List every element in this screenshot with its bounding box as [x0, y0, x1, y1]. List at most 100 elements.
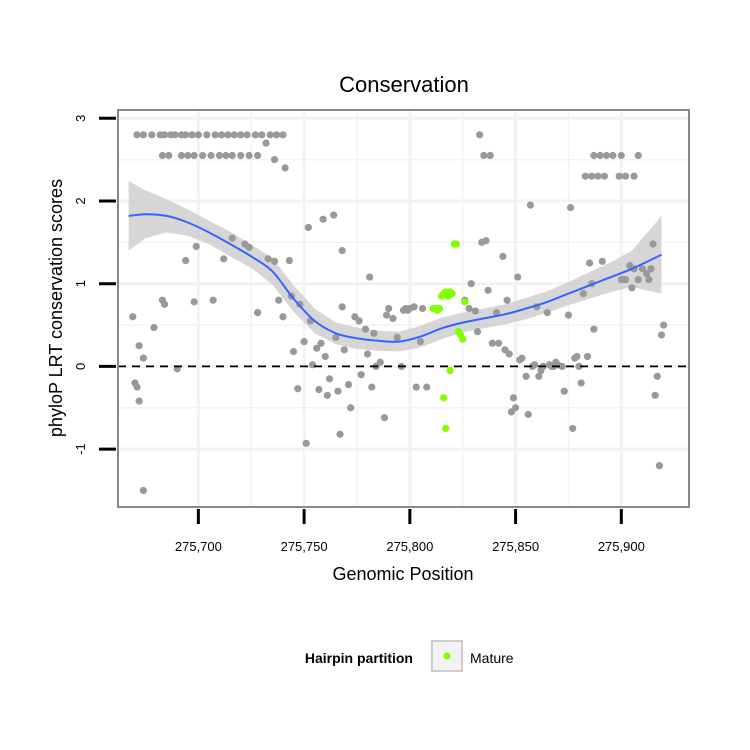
data-point	[418, 304, 427, 313]
data-point	[467, 280, 475, 288]
data-point	[645, 275, 653, 284]
data-point	[564, 311, 573, 319]
data-point	[647, 265, 655, 273]
data-point	[657, 331, 666, 339]
data-point	[158, 151, 167, 160]
y-tick-label: 0	[73, 363, 88, 370]
data-point	[569, 424, 577, 433]
mature-point	[440, 394, 448, 402]
data-point	[184, 151, 192, 160]
data-point	[628, 284, 636, 292]
data-point	[207, 151, 215, 160]
data-point	[573, 352, 581, 361]
data-point	[243, 131, 251, 139]
data-point	[588, 172, 596, 180]
data-point	[389, 314, 397, 323]
data-point	[190, 151, 198, 160]
data-point	[302, 439, 310, 447]
data-point	[171, 131, 179, 139]
data-point	[133, 131, 141, 139]
data-point	[615, 172, 623, 180]
data-point	[129, 313, 137, 321]
data-point	[253, 309, 262, 317]
data-point	[251, 131, 260, 139]
mature-point	[452, 240, 460, 248]
data-point	[499, 252, 507, 260]
data-point	[330, 211, 338, 219]
data-point	[423, 383, 431, 391]
data-point	[315, 385, 323, 394]
data-point	[590, 325, 598, 333]
data-point	[317, 339, 325, 347]
y-tick-label: -1	[73, 443, 88, 455]
data-point	[222, 151, 230, 160]
data-point	[133, 383, 141, 391]
data-point	[325, 375, 334, 383]
x-tick-label: 275,900	[598, 539, 645, 554]
data-point	[370, 329, 378, 337]
plot-border	[117, 109, 690, 508]
data-point	[135, 342, 143, 350]
data-point	[577, 379, 585, 387]
smooth-line	[128, 213, 662, 343]
x-tick-label: 275,700	[175, 539, 222, 554]
data-point	[643, 270, 651, 278]
data-point	[649, 240, 657, 248]
data-point	[262, 139, 270, 147]
data-point	[355, 317, 363, 325]
y-tick-label: 1	[73, 280, 88, 287]
data-point	[338, 303, 346, 311]
data-point	[465, 304, 473, 313]
data-point	[218, 131, 226, 139]
data-point	[653, 372, 661, 380]
data-point	[228, 151, 236, 160]
data-point	[321, 352, 329, 361]
chart-title: Conservation	[339, 72, 469, 97]
data-point	[524, 410, 532, 418]
data-point	[188, 131, 196, 139]
legend-label-mature: Mature	[470, 650, 514, 666]
data-point	[347, 404, 355, 412]
data-point	[182, 131, 190, 139]
data-point	[543, 309, 551, 317]
data-point	[495, 339, 503, 347]
y-tick-label: 2	[73, 197, 88, 204]
data-point	[586, 259, 594, 267]
data-point	[323, 391, 331, 399]
data-point	[590, 151, 598, 160]
data-point	[579, 290, 587, 298]
mature-point	[448, 290, 456, 298]
data-point	[503, 296, 511, 304]
legend: Hairpin partition Mature	[305, 640, 514, 672]
data-point	[660, 321, 668, 329]
data-point	[139, 131, 147, 139]
data-point	[575, 362, 583, 370]
data-point	[150, 323, 158, 332]
data-point	[165, 151, 173, 160]
data-point	[596, 151, 604, 160]
data-point	[264, 255, 272, 263]
data-point	[594, 172, 602, 180]
data-point	[566, 203, 575, 212]
data-point	[655, 462, 663, 470]
data-point	[366, 273, 374, 281]
y-tick-label: 3	[73, 115, 88, 122]
data-point	[209, 296, 217, 304]
data-point	[304, 223, 312, 232]
data-point	[190, 298, 198, 306]
data-point	[279, 313, 287, 321]
data-point	[336, 430, 344, 438]
data-point	[160, 131, 169, 139]
data-point	[237, 131, 245, 139]
data-point	[488, 339, 496, 347]
data-point	[634, 275, 642, 284]
x-tick-label: 275,750	[281, 539, 328, 554]
data-point	[338, 247, 346, 255]
data-point	[473, 328, 482, 336]
data-point	[245, 151, 253, 160]
confidence-ribbon-layer	[128, 181, 662, 352]
data-point	[279, 131, 287, 139]
data-point	[471, 307, 480, 315]
data-point	[285, 256, 293, 265]
data-point	[480, 151, 488, 160]
